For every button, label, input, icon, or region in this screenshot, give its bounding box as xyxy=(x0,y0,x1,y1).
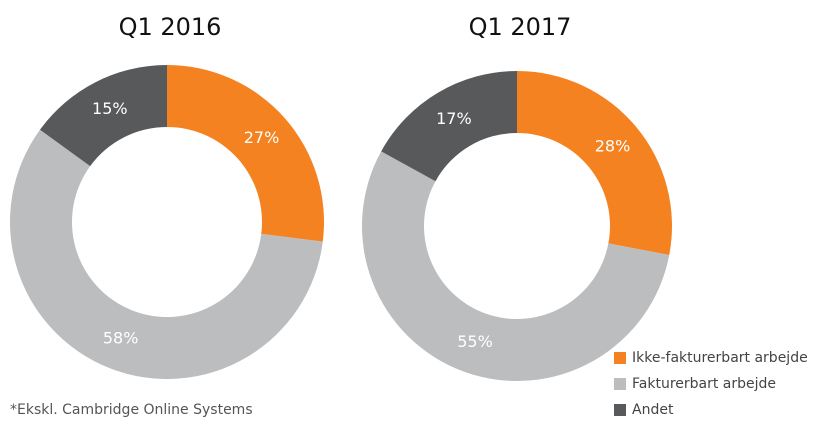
chart-title: Q1 2016 xyxy=(119,13,222,41)
donut-segment xyxy=(517,71,672,256)
donut-segment xyxy=(10,129,323,379)
donut-segment xyxy=(381,71,517,182)
footnote: *Ekskl. Cambridge Online Systems xyxy=(10,402,253,418)
chart-title: Q1 2017 xyxy=(469,13,572,41)
data-label: 28% xyxy=(595,136,631,155)
data-label: 15% xyxy=(92,99,128,118)
data-label: 58% xyxy=(103,329,139,348)
donut-segment xyxy=(361,151,670,382)
donut-segment xyxy=(167,65,324,242)
legend-label: Fakturerbart arbejde xyxy=(632,376,776,392)
legend-swatch xyxy=(614,352,626,364)
legend-swatch xyxy=(614,404,626,416)
legend-label: Ikke-fakturerbart arbejde xyxy=(632,350,808,366)
donut-segment xyxy=(39,65,168,167)
data-label: 55% xyxy=(457,332,493,351)
legend-label: Andet xyxy=(632,402,674,418)
data-label: 17% xyxy=(436,109,472,128)
data-label: 27% xyxy=(244,128,280,147)
legend-swatch xyxy=(614,378,626,390)
